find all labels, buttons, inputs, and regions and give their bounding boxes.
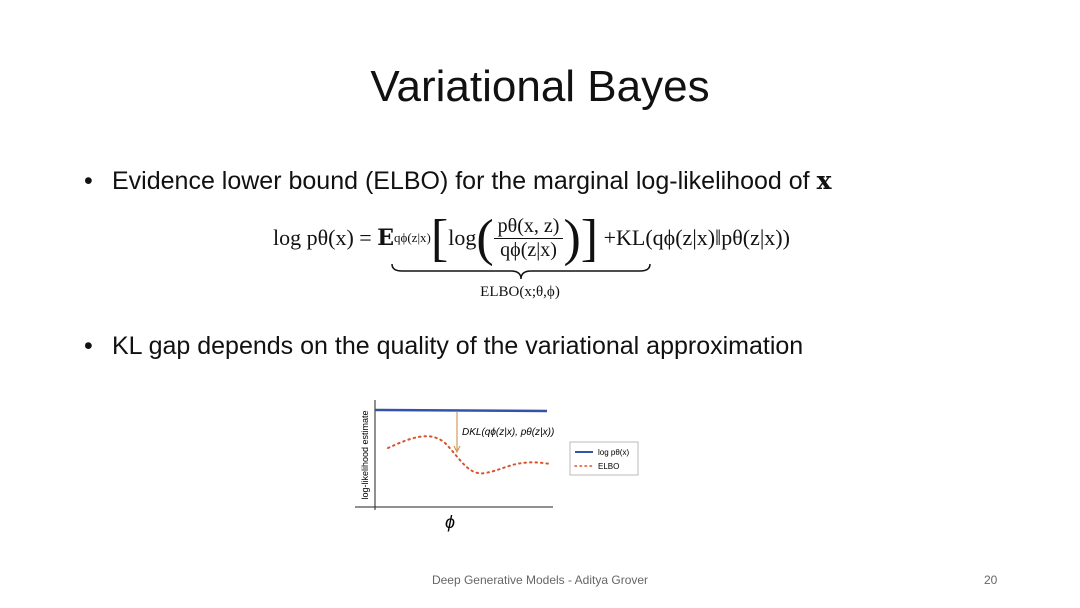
eq-subscript: qϕ(z|x) <box>394 230 431 245</box>
eq-lhs: log pθ(x) = <box>273 225 372 250</box>
bullet-math: x <box>816 166 832 195</box>
paren: ( <box>476 209 494 267</box>
brace-label: ELBO(x;θ,ϕ) <box>480 284 560 300</box>
legend-box <box>569 441 639 476</box>
annotation: DKL(qϕ(z|x), pθ(z|x)) <box>462 427 554 438</box>
elbo-curve <box>387 435 551 475</box>
equation: log pθ(x) = E qϕ(z|x) [ log ( pθ(x, z) q… <box>273 200 790 276</box>
bracket: ] <box>580 209 599 267</box>
denominator: qϕ(z|x) <box>500 238 557 261</box>
bullet-text: KL gap depends on the quality of the var… <box>112 332 804 360</box>
page-number: 20 <box>984 573 998 587</box>
paren: ) <box>563 209 581 267</box>
bracket: [ <box>430 209 449 267</box>
bullet: • KL gap depends on the quality of the va… <box>84 332 804 360</box>
numerator: pθ(x, z) <box>493 215 564 239</box>
eq-kl: +KL(qϕ(z|x)‖pθ(z|x)) <box>603 225 790 250</box>
eq-expectation: E <box>377 225 394 251</box>
figure: log-likelihood estimate ϕ DKL(qϕ(z|x), p… <box>355 400 639 532</box>
underbrace <box>391 263 651 280</box>
bullet-text: Evidence lower bound (ELBO) for the marg… <box>112 167 810 195</box>
slide-title: Variational Bayes <box>370 62 710 111</box>
eq-log: log <box>448 225 477 250</box>
legend-label: ELBO <box>598 462 619 471</box>
y-label: log-likelihood estimate <box>360 410 370 499</box>
legend-label: log pθ(x) <box>598 448 629 457</box>
bullet: • Evidence lower bound (ELBO) for the mar… <box>84 166 832 195</box>
x-label: ϕ <box>445 512 455 532</box>
log-likelihood-line <box>374 408 548 413</box>
footer-text: Deep Generative Models - Aditya Grover <box>431 573 649 587</box>
fraction: pθ(x, z) qϕ(z|x) <box>493 215 564 262</box>
arrow-head <box>453 445 461 454</box>
